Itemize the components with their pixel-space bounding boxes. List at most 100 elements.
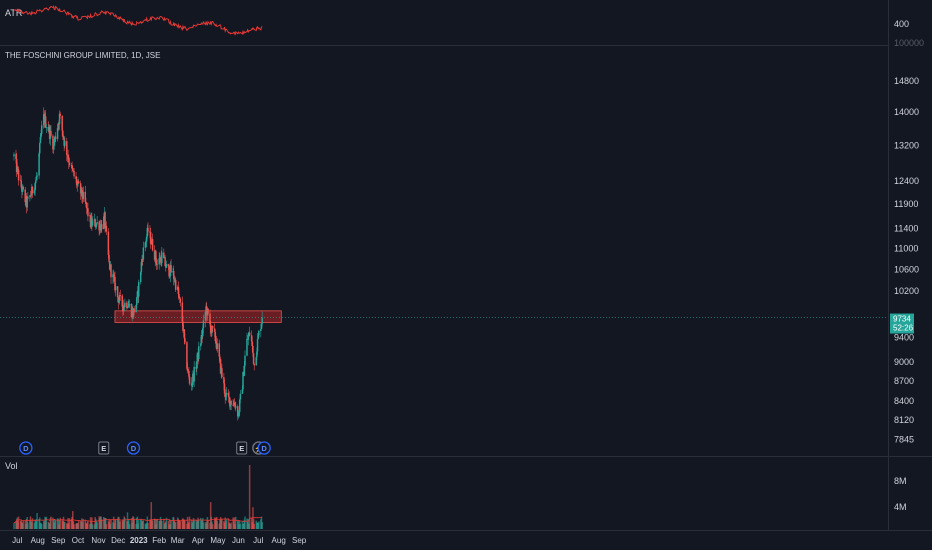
time-tick-label: 2023 [130, 536, 148, 545]
time-axis[interactable]: Jul Aug Sep Oct Nov Dec 2023 Feb Mar Apr May Jun Jul… [12, 536, 307, 545]
candle-body [168, 265, 170, 277]
candle-body [179, 298, 182, 303]
candle-body [52, 143, 55, 150]
candle-body [85, 202, 88, 209]
volume-bar [165, 517, 168, 529]
price-tick-label: 8700 [894, 376, 914, 386]
candle-body [24, 189, 26, 203]
volume-bar [179, 521, 182, 529]
volume-bar [150, 502, 153, 529]
candle-body [252, 353, 255, 364]
candle-body [225, 392, 228, 395]
candle-body [163, 252, 165, 259]
price-tick-label: 13200 [894, 140, 919, 150]
earnings-marker[interactable] [98, 441, 110, 455]
candle-body [186, 368, 189, 371]
candle-body [227, 392, 230, 397]
time-tick-label: Jul [253, 536, 263, 545]
time-tick-label: Nov [91, 536, 105, 545]
candle-body [57, 124, 59, 129]
candle-body [68, 162, 71, 166]
candle-body [104, 212, 106, 229]
candle-body [39, 137, 42, 144]
candle-body [35, 180, 37, 184]
candle-body [66, 141, 68, 155]
resistance-zone[interactable] [114, 310, 282, 323]
candle-body [77, 181, 80, 184]
candle-body [236, 406, 239, 417]
volume-bar [128, 524, 131, 529]
volume-bar [151, 520, 154, 529]
price-tick-label: 12400 [894, 176, 919, 186]
candle-body [53, 142, 56, 144]
price-tick-label: 8120 [894, 415, 914, 425]
price-tick-label: 9000 [894, 357, 914, 367]
volume-bar [161, 520, 163, 529]
volume-bar [147, 522, 149, 529]
candle-body [128, 305, 130, 307]
volume-tick-4m: 4M [894, 502, 907, 512]
candle-body [225, 394, 227, 398]
candle-body [117, 297, 120, 303]
candle-body [58, 113, 61, 125]
price-axis[interactable]: 14800 14000 13200 12400 11900 11400 11000 10600… [894, 76, 919, 445]
candle-body [261, 317, 263, 324]
candle-body [140, 262, 143, 272]
volume-bar [261, 522, 263, 529]
volume-bar [230, 522, 232, 529]
candle-body [114, 276, 116, 291]
candle-body [26, 198, 28, 208]
candle-body [169, 276, 171, 277]
candle-body [252, 345, 254, 354]
candle-body [147, 227, 149, 232]
candle-body [135, 305, 137, 313]
event-marker-label: D [131, 444, 137, 453]
volume-bar [128, 519, 130, 529]
candle-body [62, 135, 65, 139]
volume-bar [193, 519, 195, 529]
candle-body [198, 346, 200, 360]
candle-body [223, 376, 225, 384]
candle-body [132, 308, 135, 318]
candle-body [244, 355, 246, 366]
volume-bar [59, 517, 61, 529]
event-marker-label: D [261, 444, 267, 453]
volume-bar [248, 465, 251, 529]
candle-body [251, 341, 254, 346]
volume-tick-8m: 8M [894, 476, 907, 486]
candle-body [250, 335, 253, 342]
volume-bar [119, 520, 122, 529]
candle-body [95, 226, 97, 228]
volume-title: Vol [5, 461, 18, 471]
price-tick-label: 11900 [894, 199, 918, 209]
candle-body [59, 113, 61, 117]
event-marker-label: D [23, 444, 29, 453]
volume-bar [31, 518, 34, 529]
candle-body [40, 133, 42, 138]
candle-body [258, 331, 260, 336]
time-tick-label: Jun [232, 536, 245, 545]
candle-body [119, 295, 122, 296]
volume-bar [216, 520, 219, 529]
earnings-marker[interactable] [236, 441, 248, 455]
candle-body [218, 343, 221, 357]
candle-body [35, 176, 38, 181]
dividend-marker[interactable] [126, 441, 141, 455]
candle-body [230, 400, 232, 405]
volume-bar [235, 516, 237, 529]
countdown-value: 52:26 [893, 324, 914, 333]
candle-body [178, 293, 180, 297]
candle-body [215, 341, 217, 343]
dividend-marker[interactable] [257, 441, 271, 455]
candle-body [202, 328, 204, 337]
candle-body [68, 158, 70, 163]
dividend-marker[interactable] [19, 441, 33, 455]
candle-body [223, 383, 226, 394]
volume-bar [211, 524, 214, 529]
candle-body [105, 225, 108, 232]
volume-bar [221, 518, 223, 529]
candle-body [207, 308, 209, 314]
candle-body [196, 361, 198, 369]
candle-body [30, 195, 32, 197]
